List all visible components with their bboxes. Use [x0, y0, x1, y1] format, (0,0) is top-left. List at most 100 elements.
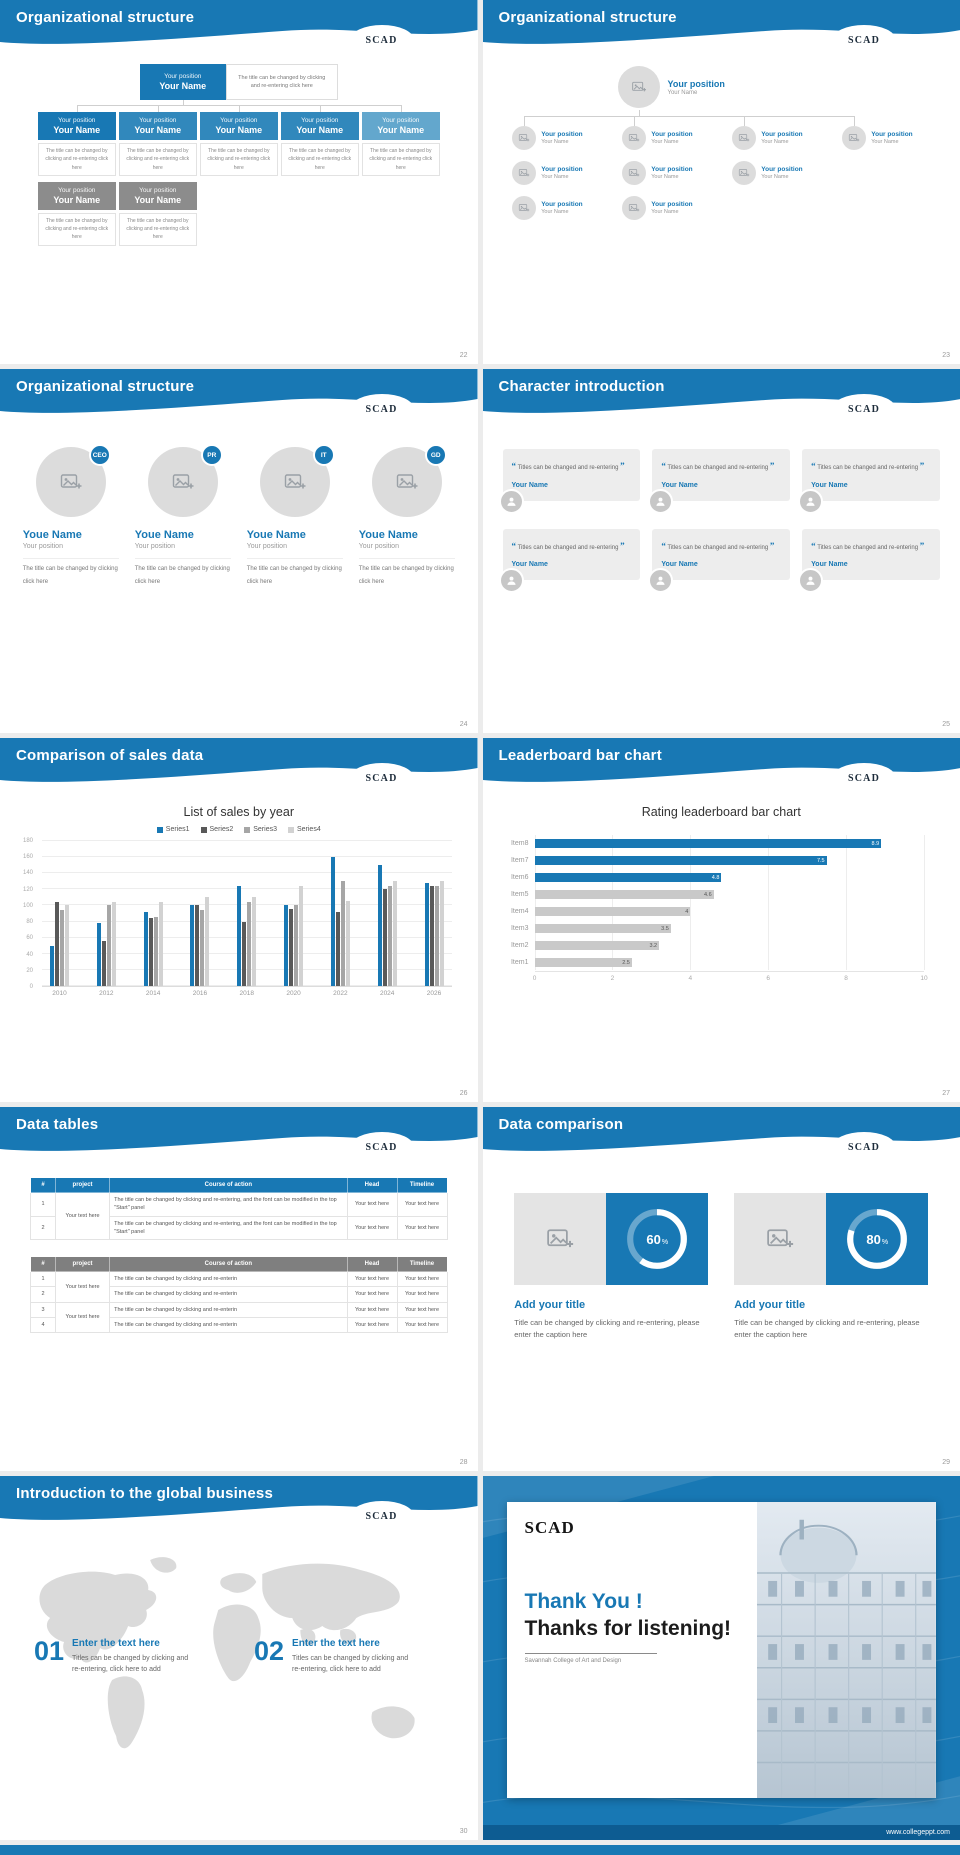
org-name: Your Name [761, 174, 802, 180]
slide-header: SCAD Organizational structure [483, 0, 960, 54]
tables-wrap: # project Course of action Head Timeline… [30, 1177, 448, 1333]
connector-line [239, 105, 240, 112]
bar-group [190, 841, 209, 986]
org-chart-root: Your position Your Name The title can be… [0, 64, 478, 100]
org-position: Your position [38, 117, 116, 124]
page-number: 28 [460, 1459, 468, 1466]
bar-track: 2.5 [535, 958, 925, 967]
org-node-description: The title can be changed by clicking and… [119, 213, 197, 246]
image-placeholder [734, 1193, 826, 1285]
y-tick-label: 20 [26, 968, 33, 974]
slide-body: 60% Add your title Title can be changed … [483, 1161, 960, 1471]
table-cell: Your text here [397, 1287, 447, 1302]
value-label: 7.5 [817, 858, 827, 864]
member-description: The title can be changed by clicking cli… [135, 558, 231, 588]
x-tick-label: 2010 [50, 990, 69, 997]
slide-org-structure-23[interactable]: SCAD Organizational structure Your posit… [483, 0, 960, 364]
bar [200, 910, 204, 986]
table-cell: 2 [31, 1216, 56, 1240]
slide-title: Introduction to the global business [16, 1485, 273, 1502]
bar [144, 912, 148, 986]
item-body: Titles can be changed by clicking and re… [292, 1653, 418, 1675]
bar-track: 3.2 [535, 941, 925, 950]
donut-chart: 80% [826, 1193, 928, 1285]
x-tick-label: 2 [611, 975, 615, 982]
bar: 3.5 [535, 924, 671, 933]
image-placeholder-icon [283, 470, 307, 494]
slide-thank-you[interactable]: SCAD Thank You ! Thanks for listening! S… [483, 1476, 960, 1840]
site-footer-bar [0, 1845, 960, 1855]
slide-org-structure-22[interactable]: SCAD Organizational structure Your posit… [0, 0, 478, 364]
slide-body: CEO Youe Name Your position The title ca… [0, 423, 478, 733]
image-placeholder-icon [765, 1224, 795, 1254]
bar: 7.5 [535, 856, 827, 865]
bar-group [378, 841, 397, 986]
donut-value: 60 [646, 1232, 660, 1247]
value-label: 2.5 [622, 960, 632, 966]
scad-logo: SCAD [832, 394, 896, 424]
page-number: 26 [460, 1090, 468, 1097]
quote-card: “ Titles can be changed and re-entering … [802, 449, 940, 501]
org-connectors [38, 100, 440, 112]
category-label: Item7 [503, 857, 535, 864]
slide-character-introduction[interactable]: SCAD Character introduction “ Titles can… [483, 369, 960, 733]
quote-text: “ Titles can be changed and re-entering … [661, 459, 781, 474]
gridline [924, 835, 925, 970]
quote-body: Titles can be changed and re-entering [817, 545, 918, 551]
legend-item: Series3 [244, 826, 277, 833]
bar [149, 918, 153, 986]
table-header-cell: Head [347, 1178, 397, 1193]
org-name: Your Name [651, 209, 692, 215]
x-tick-label: 2014 [144, 990, 163, 997]
table-cell: The title can be changed by clicking and… [110, 1193, 347, 1217]
scad-logo-text: SCAD [365, 404, 397, 415]
table-header-cell: project [55, 1178, 109, 1193]
bar [299, 886, 303, 986]
org-root-node: Your position Your Name [618, 66, 960, 108]
page-number: 24 [460, 721, 468, 728]
slide-data-comparison[interactable]: SCAD Data comparison 60% Add your title … [483, 1107, 960, 1471]
y-tick-label: 140 [23, 870, 33, 876]
avatar [622, 161, 646, 185]
org-root-box: Your position Your Name [140, 64, 226, 100]
org-position: Your position [651, 166, 692, 173]
person-icon [654, 495, 667, 508]
image-placeholder-icon [738, 167, 750, 179]
org-position: Your position [119, 117, 197, 124]
table-header-cell: Timeline [397, 1257, 447, 1272]
item-number: 02 [254, 1638, 284, 1675]
x-tick-label: 0 [533, 975, 537, 982]
quote-text: “ Titles can be changed and re-entering … [512, 459, 632, 474]
avatar [648, 568, 673, 593]
y-tick-label: 160 [23, 854, 33, 860]
bar [154, 917, 158, 986]
person-icon [804, 495, 817, 508]
donut-unit: % [882, 1239, 888, 1246]
slide-global-business[interactable]: SCAD Introduction to the global business [0, 1476, 478, 1840]
table-cell: Your text here [347, 1302, 397, 1317]
legend-label: Series1 [166, 826, 190, 833]
image-placeholder-icon [171, 470, 195, 494]
bar-track: 7.5 [535, 856, 925, 865]
slide-sales-comparison[interactable]: SCAD Comparison of sales data List of sa… [0, 738, 478, 1102]
slide-org-structure-24[interactable]: SCAD Organizational structure CEO Youe N… [0, 369, 478, 733]
org-name: Your Name [200, 125, 278, 135]
bar-group [284, 841, 303, 986]
quote-card: “ Titles can be changed and re-entering … [503, 529, 641, 581]
category-label: Item3 [503, 925, 535, 932]
avatar [499, 489, 524, 514]
slide-header: SCAD Organizational structure [0, 369, 478, 423]
x-tick-label: 2022 [331, 990, 350, 997]
slide-leaderboard-chart[interactable]: SCAD Leaderboard bar chart Rating leader… [483, 738, 960, 1102]
slide-data-tables[interactable]: SCAD Data tables # project Course of act… [0, 1107, 478, 1471]
member-position: Your position [135, 543, 231, 550]
quote-body: Titles can be changed and re-entering [667, 545, 768, 551]
